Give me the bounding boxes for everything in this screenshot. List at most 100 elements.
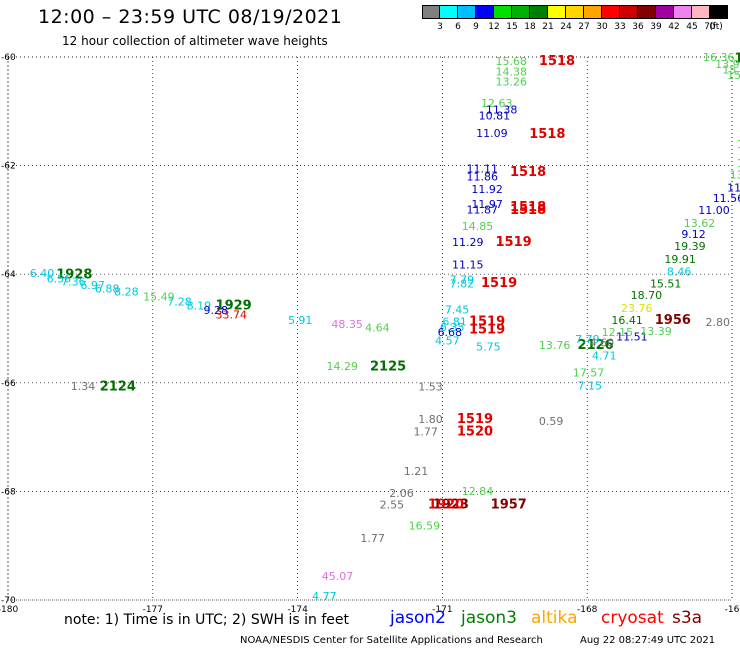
lat-tick-label: -60 xyxy=(1,53,16,63)
legend-swatch xyxy=(674,5,692,19)
observation-time: 1519 xyxy=(457,412,493,427)
wave-height-value: 1.77 xyxy=(360,532,385,545)
wave-height-value: 1.80 xyxy=(418,413,443,426)
observation-time: 1519 xyxy=(469,314,505,329)
wave-height-value: 4.57 xyxy=(435,334,460,347)
wave-height-value: 7.36 xyxy=(61,275,86,288)
observation-time: 1518 xyxy=(510,165,546,180)
legend-frame xyxy=(422,5,728,19)
lat-tick-label: -64 xyxy=(1,270,16,280)
legend-swatch xyxy=(440,5,458,19)
legend-label: 24 xyxy=(560,22,572,32)
legend-swatch xyxy=(620,5,638,19)
wave-height-value: 6.97 xyxy=(80,279,105,292)
page-title: 12:00 – 23:59 UTC 08/19/2021 xyxy=(38,6,343,28)
legend-swatch xyxy=(548,5,566,19)
wave-height-value: 8.46 xyxy=(667,265,692,278)
legend-label: 12 xyxy=(488,22,500,32)
wave-height-value: 15.49 xyxy=(143,290,175,303)
map-grid xyxy=(7,56,733,601)
axis-labels: -60 -62 -64 -66 -68 -70-180 -177 -174 -171 -168 -1… xyxy=(0,53,740,615)
wave-height-value: 33.74 xyxy=(216,308,248,321)
wave-height-value: 6.35 xyxy=(440,321,465,334)
legend-label: 15 xyxy=(506,22,518,32)
legend-label: 30 xyxy=(596,22,608,32)
lon-tick-label: -180 xyxy=(0,605,18,615)
wave-height-value: 2.06 xyxy=(389,487,414,500)
observation-time: 1923 xyxy=(433,497,469,512)
lat-tick-label: -66 xyxy=(1,379,16,389)
wave-height-value: 6.56 xyxy=(47,273,72,286)
observation-time: 1957 xyxy=(491,497,527,512)
wave-height-value: 6.88 xyxy=(95,282,120,295)
wave-height-value: 5.75 xyxy=(476,340,501,353)
legend-label: 39 xyxy=(650,22,662,32)
legend-swatch xyxy=(512,5,530,19)
legend-swatch xyxy=(602,5,620,19)
wave-height-value: 16.41 xyxy=(611,314,643,327)
legend-label: 36 xyxy=(632,22,644,32)
wave-height-value: 7.82 xyxy=(450,277,475,290)
wave-height-value: 14.85 xyxy=(462,220,494,233)
wave-height-value: 10.81 xyxy=(479,110,511,123)
wave-height-value: 13.39 xyxy=(640,325,672,338)
wave-height-value: 16.36 xyxy=(703,51,735,64)
satellite-s3a: s3a xyxy=(672,608,703,628)
wave-height-value: 14.29 xyxy=(327,360,359,373)
wave-height-value: 15.51 xyxy=(650,277,682,290)
legend-label: 70 xyxy=(704,22,716,32)
legend-label: 18 xyxy=(524,22,536,32)
wave-height-value: 6.68 xyxy=(438,326,463,339)
wave-height-value: 4.77 xyxy=(312,590,337,603)
wave-height-value: 14.38 xyxy=(495,66,527,79)
wave-height-value: 9.28 xyxy=(203,304,228,317)
observation-time: 1929 xyxy=(216,299,252,314)
observation-time: 2126 xyxy=(578,338,614,353)
generated-timestamp: Aug 22 08:27:49 UTC 2021 xyxy=(580,635,716,646)
wave-height-value: 11.86 xyxy=(467,170,499,183)
wave-height-value: 13 xyxy=(737,157,740,170)
wave-height-value: 11.51 xyxy=(616,331,648,344)
legend-label: 45 xyxy=(686,22,698,32)
wave-height-value: 48.35 xyxy=(331,318,363,331)
legend-label: 21 xyxy=(542,22,554,32)
wave-height-value: 11.11 xyxy=(467,162,499,175)
wave-height-value: 13.76 xyxy=(539,339,571,352)
observation-time: 1520 xyxy=(457,425,493,440)
legend-label: 6 xyxy=(455,22,461,32)
wave-height-value: 11.56 xyxy=(713,192,740,205)
lat-tick-label: -70 xyxy=(1,596,16,606)
legend-swatch xyxy=(458,5,476,19)
wave-height-value: 11.15 xyxy=(452,258,484,271)
satellite-jason3: jason3 xyxy=(461,608,517,628)
legend-label: 33 xyxy=(614,22,626,32)
wave-height-value: 13.62 xyxy=(684,217,716,230)
wave-height-value: 15.68 xyxy=(495,55,527,68)
observation-time: 2124 xyxy=(100,380,136,395)
wave-height-value: 12.63 xyxy=(481,97,512,110)
wave-height-value: 11.38 xyxy=(486,104,517,117)
wave-height-value: 4.64 xyxy=(365,321,390,334)
wave-height-value: 13.26 xyxy=(495,75,527,88)
footnote: note: 1) Time is in UTC; 2) SWH is in fe… xyxy=(64,612,350,628)
lon-tick-label: -171 xyxy=(432,605,452,615)
wave-height-value: 4.60 xyxy=(590,337,615,350)
satellite-altika: altika xyxy=(531,608,578,628)
wave-height-value: 1.53 xyxy=(418,381,443,394)
legend-swatch xyxy=(494,5,512,19)
legend-swatch xyxy=(476,5,494,19)
satellite-jason2: jason2 xyxy=(390,608,446,628)
observation-time: 1518 xyxy=(510,203,546,218)
legend-label: 42 xyxy=(668,22,680,32)
observation-time: 1519 xyxy=(469,323,505,338)
wave-height-value: 7.15 xyxy=(578,380,603,393)
legend-unit: (ft) xyxy=(709,22,723,32)
wave-height-value: 11.97 xyxy=(471,198,503,211)
wave-height-value: 7.45 xyxy=(445,303,470,316)
wave-height-value: 11.09 xyxy=(476,127,508,140)
page-subtitle: 12 hour collection of altimeter wave hei… xyxy=(62,34,328,48)
wave-height-value: 1.34 xyxy=(71,380,96,393)
wave-height-value: 4.71 xyxy=(592,350,617,363)
observation-time: 1519 xyxy=(495,235,531,250)
